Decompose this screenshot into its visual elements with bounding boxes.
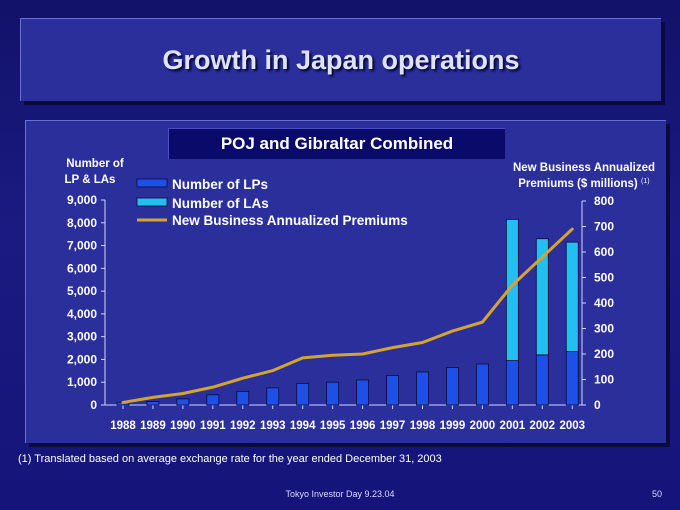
bar-lps [386, 374, 399, 406]
right-axis-label-note: (1) [641, 178, 650, 185]
left-tick-label: 1,000 [67, 375, 97, 389]
legend-label: New Business Annualized Premiums [172, 213, 408, 228]
right-tick-label: 500 [594, 271, 614, 285]
legend-label: Number of LAs [172, 196, 269, 211]
page-number: 50 [651, 489, 662, 499]
x-tick-label: 1995 [320, 420, 346, 432]
left-tick-label: 3,000 [67, 330, 97, 344]
bar-lps [446, 367, 459, 406]
bar-lps [176, 398, 190, 406]
left-tick-label: 2,000 [67, 352, 97, 366]
bar-lps [326, 381, 340, 406]
legend-swatch [136, 197, 168, 207]
x-tick-label: 2000 [470, 420, 496, 432]
legend-swatch [136, 178, 168, 188]
footnote: (1) Translated based on average exchange… [18, 453, 442, 465]
x-tick-label: 1988 [110, 420, 136, 432]
x-tick-label: 1994 [290, 420, 316, 432]
right-axis-label-line2: Premiums ($ millions) [518, 178, 638, 190]
bars [116, 218, 579, 406]
x-tick-label: 1990 [170, 420, 196, 432]
left-tick-label: 4,000 [67, 307, 97, 321]
slide-title-bar: Growth in Japan operations [20, 18, 661, 101]
x-tick-label: 2001 [500, 420, 526, 432]
bar-lps [296, 382, 310, 406]
right-axis-label-line1: New Business Annualized [513, 162, 655, 174]
right-tick-label: 100 [594, 373, 614, 387]
right-tick-label: 200 [594, 347, 614, 361]
bar-lps [206, 394, 220, 406]
x-tick-label: 1992 [230, 420, 256, 432]
x-tick-label: 1993 [260, 420, 286, 432]
chart-subtitle: POJ and Gibraltar Combined [168, 128, 505, 159]
left-axis-label: Number of LP & LAs [65, 158, 124, 186]
right-axis-label: New Business Annualized Premiums ($ mill… [513, 162, 655, 190]
legend: Number of LPs Number of LAs New Business A… [136, 177, 408, 228]
slide-title: Growth in Japan operations [162, 44, 520, 75]
right-tick-label: 300 [594, 322, 614, 336]
premiums-line [121, 227, 574, 404]
left-tick-label: 0 [90, 398, 97, 412]
left-tick-label: 5,000 [67, 284, 97, 298]
left-axis-label-line1: Number of [66, 158, 124, 170]
right-tick-label: 600 [594, 245, 614, 259]
x-tick-label: 1989 [140, 420, 166, 432]
axes: 0 1,000 2,000 3,000 4,000 5,000 6,000 7,000 8,00… [67, 193, 614, 432]
x-tick-label: 2002 [530, 420, 556, 432]
left-tick-label: 9,000 [67, 193, 97, 207]
bar-lps [535, 354, 549, 406]
chart-panel [25, 120, 666, 443]
x-tick-label: 2003 [559, 420, 585, 432]
bar-lps [565, 351, 579, 406]
bar-lps [236, 390, 250, 406]
left-axis-label-line2: LP & LAs [65, 174, 116, 186]
bar-lps [475, 363, 489, 406]
right-tick-label: 0 [594, 398, 601, 412]
right-tick-label: 700 [594, 220, 614, 234]
left-tick-label: 8,000 [67, 216, 97, 230]
x-tick-label: 1999 [440, 420, 466, 432]
bar-las [505, 218, 519, 361]
left-tick-label: 6,000 [67, 261, 97, 275]
bar-lps [266, 387, 280, 406]
x-tick-label: 1997 [380, 420, 406, 432]
right-tick-label: 400 [594, 296, 614, 310]
bar-lps [416, 371, 429, 406]
bar-lps [505, 360, 519, 406]
bar-lps [356, 379, 370, 406]
bar-las [535, 238, 549, 356]
footer-text: Tokyo Investor Day 9.23.04 [285, 489, 395, 499]
premiums-series-line [121, 227, 574, 404]
legend-label: Number of LPs [172, 177, 268, 192]
right-tick-label: 800 [594, 194, 614, 208]
bar-lps [146, 401, 160, 406]
left-tick-label: 7,000 [67, 239, 97, 253]
bar-las [565, 241, 579, 352]
x-tick-label: 1991 [200, 420, 226, 432]
x-tick-label: 1996 [350, 420, 376, 432]
x-tick-label: 1998 [410, 420, 436, 432]
